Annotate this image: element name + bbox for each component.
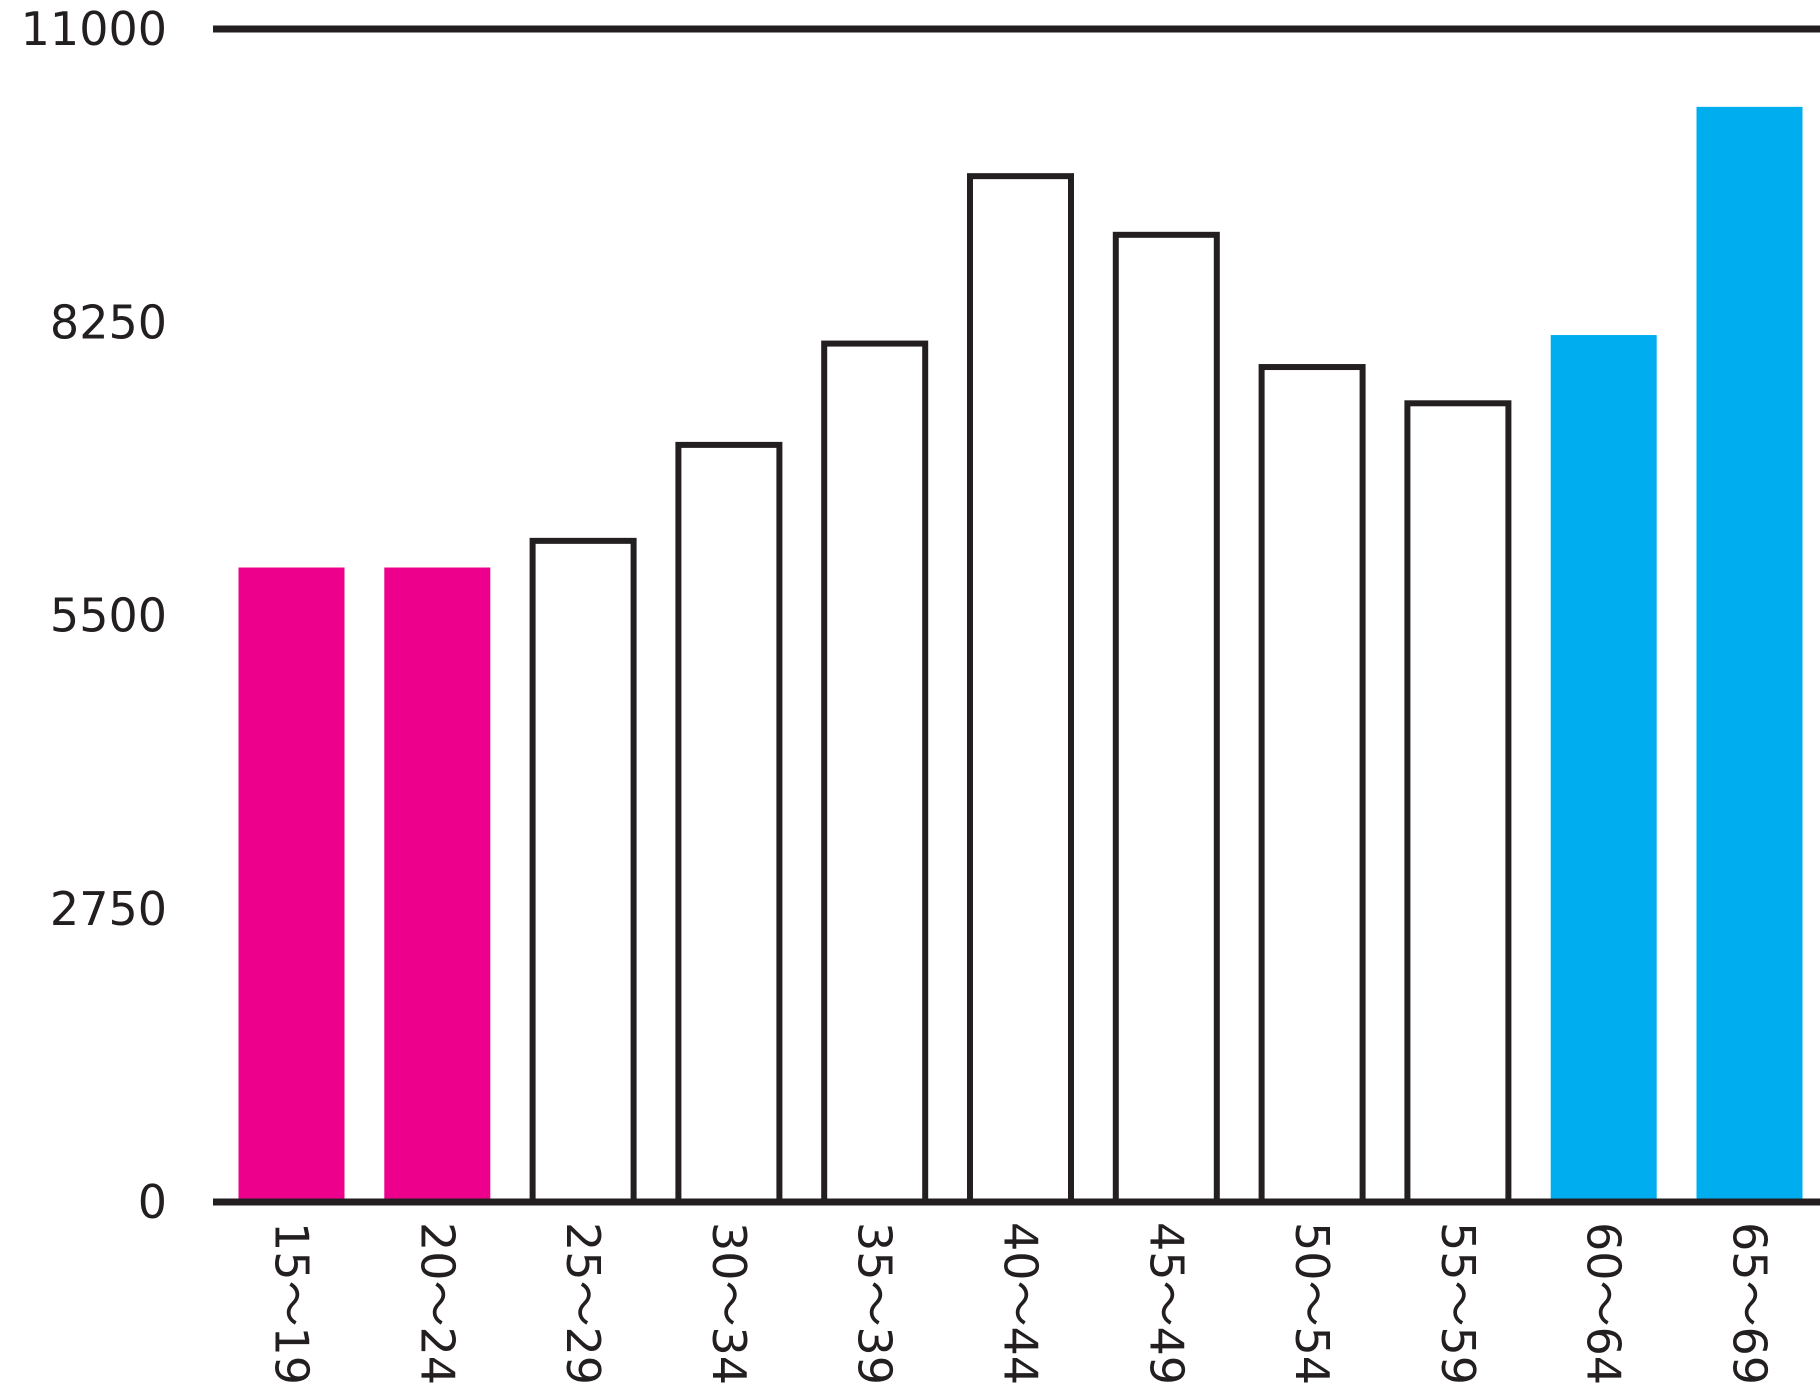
x-tick-label: 25～29 [556,1222,610,1385]
bar-50～54 [1258,364,1366,1205]
y-tick-label: 8250 [50,295,167,349]
y-tick-label: 2750 [50,882,167,936]
y-tick-label: 5500 [50,589,167,643]
x-tick-label: 20～24 [410,1222,464,1385]
bar-20～24 [384,567,491,1202]
bar-65～69 [1696,106,1803,1203]
x-tick-label: 55～59 [1431,1222,1485,1385]
x-tick-label: 60～64 [1577,1222,1631,1385]
x-tick-label: 40～44 [994,1222,1048,1385]
bar-55～59 [1404,400,1512,1205]
y-axis-ticks: 0 2750 5500 8250 11000 [21,2,167,1229]
bar-45～49 [1112,231,1220,1206]
y-tick-label: 11000 [21,2,167,56]
bar-40～44 [967,173,1074,1205]
x-tick-label: 30～34 [702,1222,756,1385]
bar-60～64 [1550,335,1657,1202]
x-tick-label: 65～69 [1723,1222,1777,1385]
bar-25～29 [529,537,637,1205]
bar-30～34 [675,441,783,1205]
x-tick-label: 50～54 [1285,1222,1339,1385]
bar-15～19 [238,567,345,1202]
x-axis-labels: 15～19 20～24 25～29 30～34 35～39 40～44 45～49 50～54… [265,1222,1777,1385]
x-tick-label: 45～49 [1139,1222,1193,1385]
x-tick-label: 35～39 [848,1222,902,1385]
y-tick-label: 0 [138,1175,167,1229]
bars [238,106,1803,1206]
x-tick-label: 15～19 [265,1222,319,1385]
bar-35～39 [821,340,929,1205]
